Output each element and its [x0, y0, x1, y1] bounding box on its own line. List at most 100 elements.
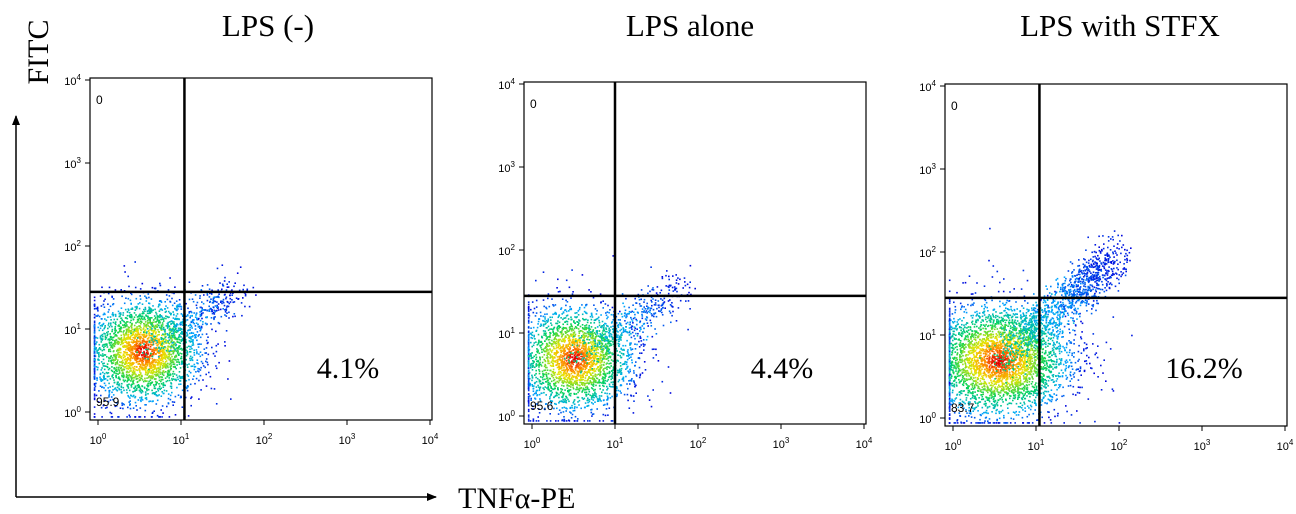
- scatter-point: [129, 359, 132, 362]
- scatter-point: [136, 339, 138, 341]
- scatter-point: [130, 368, 132, 370]
- scatter-point: [111, 325, 113, 328]
- scatter-point: [170, 345, 173, 348]
- scatter-point: [171, 391, 173, 394]
- scatter-point: [620, 369, 622, 372]
- scatter-point: [123, 369, 125, 371]
- scatter-point: [236, 272, 239, 274]
- scatter-point: [535, 392, 537, 395]
- scatter-point: [123, 326, 125, 329]
- scatter-point: [574, 369, 577, 371]
- scatter-point: [137, 346, 139, 349]
- scatter-point: [114, 321, 117, 323]
- scatter-point: [171, 304, 174, 307]
- scatter-point: [225, 296, 228, 298]
- scatter-point: [164, 377, 167, 379]
- scatter-point: [227, 378, 229, 380]
- scatter-point: [212, 306, 215, 309]
- scatter-point: [142, 311, 144, 313]
- scatter-point: [612, 341, 614, 343]
- scatter-point: [161, 337, 164, 340]
- scatter-point: [631, 325, 633, 327]
- scatter-point: [177, 348, 179, 350]
- scatter-point: [631, 378, 633, 380]
- scatter-point: [135, 343, 138, 346]
- scatter-point: [109, 324, 112, 326]
- scatter-point: [215, 367, 218, 370]
- scatter-point: [118, 372, 121, 374]
- scatter-point: [93, 299, 96, 302]
- scatter-point: [565, 336, 567, 338]
- scatter-point: [144, 335, 146, 338]
- scatter-point: [531, 337, 534, 340]
- scatter-point: [154, 317, 156, 320]
- scatter-point: [552, 345, 555, 348]
- scatter-point: [561, 392, 564, 394]
- scatter-point: [196, 362, 198, 364]
- scatter-point: [106, 365, 108, 368]
- scatter-point: [130, 349, 132, 352]
- scatter-point: [552, 334, 554, 337]
- scatter-point: [144, 404, 146, 406]
- scatter-point: [598, 319, 600, 322]
- scatter-point: [591, 333, 593, 336]
- scatter-point: [620, 356, 622, 359]
- scatter-point: [222, 284, 224, 287]
- scatter-point: [155, 374, 158, 376]
- scatter-point: [143, 329, 146, 332]
- scatter-point: [595, 384, 597, 387]
- scatter-point: [99, 376, 101, 379]
- scatter-point: [158, 338, 160, 341]
- scatter-point: [573, 331, 576, 333]
- scatter-point: [180, 395, 182, 398]
- scatter-point: [563, 416, 565, 418]
- scatter-point: [173, 329, 176, 331]
- scatter-point: [160, 338, 163, 340]
- scatter-point: [128, 285, 130, 288]
- scatter-point: [543, 334, 545, 336]
- scatter-point: [626, 365, 629, 368]
- scatter-point: [533, 342, 536, 344]
- scatter-point: [142, 318, 144, 321]
- scatter-point: [187, 314, 189, 317]
- scatter-point: [538, 386, 540, 389]
- scatter-point: [98, 322, 100, 325]
- scatter-point: [138, 346, 141, 348]
- scatter-point: [560, 411, 562, 414]
- scatter-point: [172, 327, 174, 330]
- scatter-point: [130, 326, 133, 329]
- scatter-point: [590, 348, 592, 351]
- scatter-point: [181, 337, 184, 340]
- scatter-point: [110, 322, 112, 324]
- scatter-point: [192, 344, 195, 346]
- scatter-point: [171, 401, 174, 403]
- scatter-point: [626, 358, 629, 361]
- scatter-point: [191, 359, 194, 362]
- scatter-point: [172, 351, 175, 354]
- scatter-point: [599, 364, 601, 367]
- scatter-point: [127, 378, 130, 380]
- scatter-point: [108, 348, 110, 351]
- scatter-point: [147, 383, 149, 385]
- scatter-point: [94, 359, 96, 361]
- scatter-point: [575, 326, 578, 329]
- scatter-point: [95, 315, 97, 317]
- scatter-point: [598, 395, 601, 397]
- scatter-point: [160, 329, 163, 331]
- scatter-point: [175, 361, 178, 363]
- scatter-point: [605, 327, 607, 329]
- scatter-point: [170, 320, 173, 322]
- scatter-point: [104, 354, 107, 356]
- scatter-point: [111, 370, 114, 373]
- scatter-point: [147, 373, 149, 375]
- scatter-point: [575, 350, 578, 352]
- scatter-point: [152, 349, 154, 352]
- scatter-point: [170, 385, 173, 388]
- scatter-point: [143, 351, 145, 354]
- scatter-point: [141, 366, 143, 368]
- scatter-point: [111, 385, 114, 388]
- scatter-point: [135, 341, 137, 343]
- scatter-point: [141, 315, 144, 318]
- scatter-point: [136, 387, 138, 390]
- scatter-point: [162, 333, 164, 335]
